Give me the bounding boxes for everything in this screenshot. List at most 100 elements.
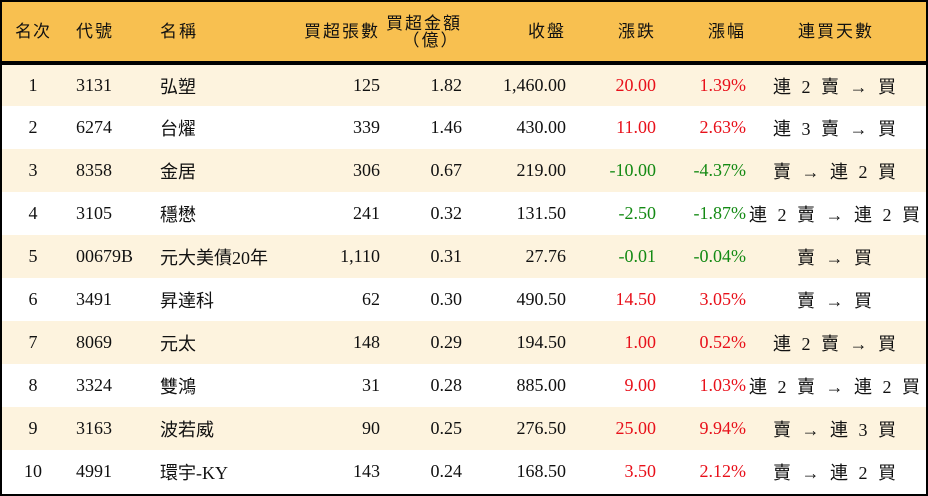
cell-name: 環宇-KY (160, 462, 228, 483)
table-row: 6 3491 昇達科 62 0.30 490.50 14.50 3.05% 賣 … (2, 278, 926, 321)
cell-change: -0.01 (618, 246, 657, 266)
header-code: 代號 (64, 2, 148, 65)
cell-rank: 8 (28, 375, 38, 395)
cell-rank: 10 (24, 461, 42, 481)
cell-net-buy-lots: 62 (362, 289, 380, 309)
cell-consecutive-days: 連 3 賣 → 買 (773, 118, 899, 139)
cell-net-buy-amount: 0.24 (430, 461, 463, 481)
cell-change: 11.00 (616, 117, 656, 137)
cell-name: 穩懋 (160, 204, 196, 225)
cell-close: 276.50 (516, 418, 567, 438)
table-row: 2 6274 台燿 339 1.46 430.00 11.00 2.63% 連 … (2, 106, 926, 149)
cell-code: 3491 (76, 289, 112, 309)
cell-name: 元大美債20年 (160, 247, 268, 268)
table-row: 1 3131 弘塑 125 1.82 1,460.00 20.00 1.39% … (2, 63, 926, 106)
table-row: 4 3105 穩懋 241 0.32 131.50 -2.50 -1.87% 連… (2, 192, 926, 235)
cell-net-buy-lots: 339 (353, 117, 380, 137)
cell-net-buy-lots: 31 (362, 375, 380, 395)
cell-name: 昇達科 (160, 290, 214, 311)
header-change: 漲跌 (566, 2, 656, 65)
cell-close: 219.00 (516, 160, 567, 180)
cell-close: 490.50 (516, 289, 567, 309)
cell-net-buy-amount: 0.28 (430, 375, 463, 395)
cell-code: 3163 (76, 418, 112, 438)
cell-name: 台燿 (160, 118, 196, 139)
header-close: 收盤 (478, 2, 566, 65)
header-consecutive-days: 連買天數 (746, 2, 926, 65)
cell-change: 20.00 (615, 75, 657, 95)
cell-consecutive-days: 賣 → 連 2 買 (773, 161, 899, 182)
cell-consecutive-days: 賣 → 連 2 買 (773, 462, 899, 483)
cell-change: 3.50 (624, 461, 657, 481)
table-row: 3 8358 金居 306 0.67 219.00 -10.00 -4.37% … (2, 149, 926, 192)
cell-net-buy-amount: 1.46 (430, 117, 463, 137)
cell-rank: 2 (28, 117, 38, 137)
cell-change-pct: -4.37% (693, 160, 747, 180)
table-row: 7 8069 元太 148 0.29 194.50 1.00 0.52% 連 2… (2, 321, 926, 364)
cell-consecutive-days: 賣 → 連 3 買 (773, 419, 899, 440)
cell-change: 25.00 (615, 418, 657, 438)
cell-net-buy-lots: 241 (353, 203, 380, 223)
header-name: 名稱 (148, 2, 298, 65)
cell-change-pct: 1.39% (699, 75, 747, 95)
cell-net-buy-amount: 0.30 (430, 289, 463, 309)
cell-name: 金居 (160, 161, 196, 182)
cell-change-pct: 9.94% (699, 418, 747, 438)
cell-code: 4991 (76, 461, 112, 481)
cell-rank: 4 (28, 203, 38, 223)
header-net-buy-amount: 買超金額 （億） (380, 2, 478, 65)
cell-change-pct: 3.05% (699, 289, 747, 309)
cell-code: 00679B (76, 246, 134, 266)
cell-net-buy-amount: 0.31 (430, 246, 463, 266)
cell-rank: 9 (28, 418, 38, 438)
header-net-buy-amount-line1: 買超金額 (386, 13, 462, 33)
header-net-buy-lots: 買超張數 (298, 2, 380, 65)
cell-rank: 7 (28, 332, 38, 352)
header-rank: 名次 (2, 2, 64, 65)
cell-code: 8069 (76, 332, 112, 352)
cell-consecutive-days: 連 2 賣 → 連 2 買 (749, 376, 923, 397)
cell-change: -2.50 (618, 203, 657, 223)
cell-change-pct: -1.87% (693, 203, 747, 223)
cell-close: 131.50 (516, 203, 567, 223)
cell-net-buy-lots: 148 (353, 332, 380, 352)
cell-change-pct: 2.63% (699, 117, 747, 137)
cell-net-buy-amount: 1.82 (430, 75, 463, 95)
cell-net-buy-amount: 0.29 (430, 332, 463, 352)
cell-close: 885.00 (516, 375, 567, 395)
cell-net-buy-lots: 90 (362, 418, 380, 438)
cell-net-buy-amount: 0.32 (430, 203, 463, 223)
header-net-buy-amount-line2: （億） (402, 30, 460, 50)
cell-change: -10.00 (609, 160, 657, 180)
cell-code: 8358 (76, 160, 112, 180)
cell-name: 弘塑 (160, 76, 196, 97)
cell-change-pct: 0.52% (699, 332, 747, 352)
cell-consecutive-days: 賣 → 買 (797, 290, 875, 311)
cell-net-buy-lots: 1,110 (340, 246, 380, 266)
cell-code: 6274 (76, 117, 112, 137)
cell-change: 1.00 (624, 332, 657, 352)
table-row: 9 3163 波若威 90 0.25 276.50 25.00 9.94% 賣 … (2, 407, 926, 450)
cell-net-buy-lots: 143 (353, 461, 380, 481)
cell-rank: 6 (28, 289, 38, 309)
cell-name: 雙鴻 (160, 376, 196, 397)
cell-change: 9.00 (624, 375, 657, 395)
cell-net-buy-lots: 125 (353, 75, 380, 95)
cell-consecutive-days: 連 2 賣 → 買 (773, 76, 899, 97)
table-row: 8 3324 雙鴻 31 0.28 885.00 9.00 1.03% 連 2 … (2, 364, 926, 407)
cell-close: 27.76 (525, 246, 567, 266)
cell-consecutive-days: 連 2 賣 → 買 (773, 333, 899, 354)
cell-name: 波若威 (160, 419, 214, 440)
table-header-row: 名次 代號 名稱 買超張數 買超金額 （億） 收盤 漲跌 漲幅 連買天數 (2, 2, 926, 65)
cell-net-buy-amount: 0.67 (430, 160, 463, 180)
cell-consecutive-days: 賣 → 買 (797, 247, 875, 268)
cell-close: 194.50 (516, 332, 567, 352)
cell-close: 168.50 (516, 461, 567, 481)
cell-rank: 1 (28, 75, 38, 95)
cell-change-pct: 2.12% (699, 461, 747, 481)
cell-code: 3131 (76, 75, 112, 95)
cell-rank: 3 (28, 160, 38, 180)
table-row: 10 4991 環宇-KY 143 0.24 168.50 3.50 2.12%… (2, 450, 926, 493)
